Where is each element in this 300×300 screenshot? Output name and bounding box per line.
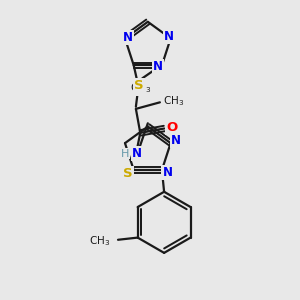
Text: N: N: [153, 60, 163, 73]
Text: CH$_3$: CH$_3$: [163, 94, 184, 108]
Text: N: N: [132, 147, 142, 160]
Text: S: S: [123, 167, 133, 180]
Text: N: N: [123, 31, 133, 44]
Text: CH$_3$: CH$_3$: [130, 82, 151, 95]
Text: N: N: [164, 30, 173, 43]
Text: CH$_3$: CH$_3$: [89, 234, 110, 248]
Text: N: N: [171, 134, 181, 147]
Text: O: O: [166, 121, 178, 134]
Text: H: H: [121, 148, 129, 159]
Text: N: N: [162, 166, 172, 178]
Text: S: S: [134, 80, 144, 92]
